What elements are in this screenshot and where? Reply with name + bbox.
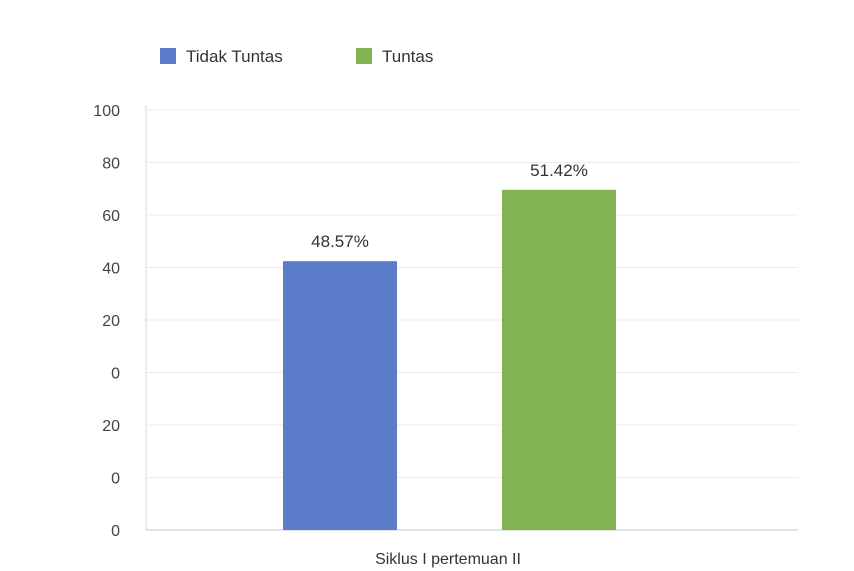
data-label-tuntas: 51.42% [530,161,588,180]
legend: Tidak Tuntas Tuntas [160,47,433,66]
data-label-tidak-tuntas: 48.57% [311,232,369,251]
y-tick-label: 100 [93,103,120,120]
y-tick-label: 0 [111,366,120,383]
y-tick-label: 20 [102,418,120,435]
y-tick-label: 0 [111,523,120,540]
x-axis-category-label: Siklus I pertemuan II [375,551,521,568]
legend-swatch-tidak-tuntas [160,48,176,64]
legend-swatch-tuntas [356,48,372,64]
y-tick-label: 60 [102,208,120,225]
y-tick-label: 80 [102,156,120,173]
y-axis-tick-labels: 100 80 60 40 20 0 20 0 0 [93,103,120,540]
legend-label-tidak-tuntas: Tidak Tuntas [186,47,283,66]
y-tick-label: 40 [102,261,120,278]
legend-label-tuntas: Tuntas [382,47,433,66]
y-tick-label: 0 [111,471,120,488]
y-tick-label: 20 [102,313,120,330]
bar-tuntas [502,189,616,531]
gridlines [146,109,798,478]
data-labels: 48.57% 51.42% [311,161,588,251]
bar-tidak-tuntas [283,261,397,530]
bars [283,189,616,531]
